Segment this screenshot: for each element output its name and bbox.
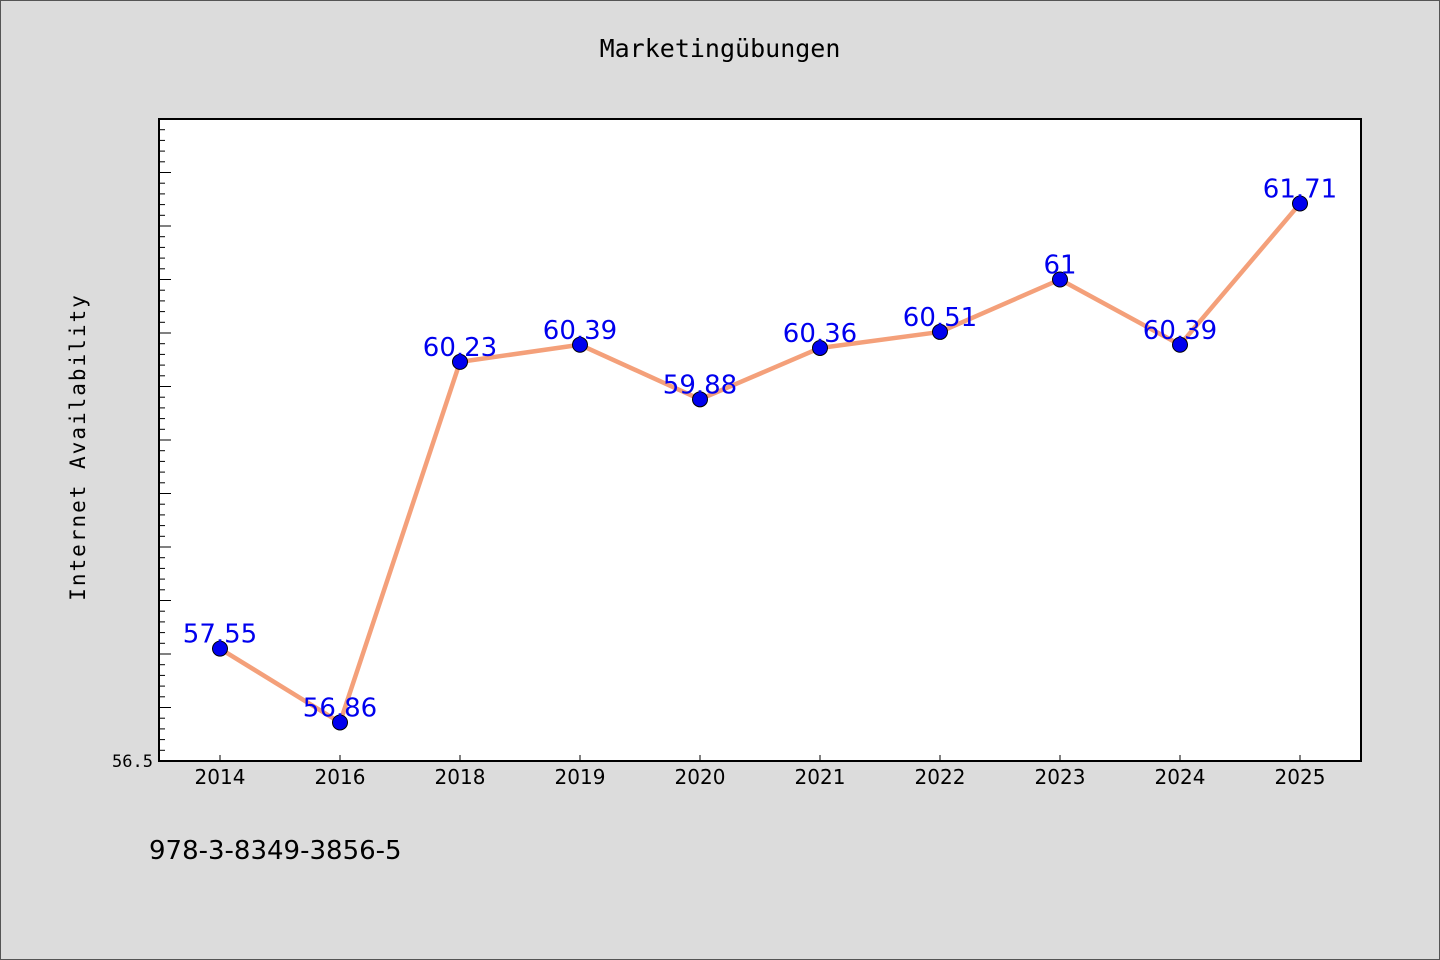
- data-markers: [212, 195, 1308, 731]
- data-point: [1172, 336, 1188, 353]
- x-axis-ticks: 2014 2016 2018 2019 2020 2021 2022 2023 2024 2025: [195, 755, 1326, 789]
- data-labels: 57.55 56.86 60.23 60.39 59.88 60.36 60.51 61 60.…: [183, 175, 1337, 724]
- data-point: [212, 640, 228, 657]
- data-label: 60.51: [903, 303, 977, 333]
- x-tick-label: 2016: [315, 765, 366, 789]
- data-label: 57.55: [183, 620, 257, 650]
- chart-title: Marketingübungen: [599, 34, 841, 63]
- data-label: 60.39: [543, 316, 617, 346]
- series-line: [217, 201, 1303, 725]
- plot-area: [158, 118, 1362, 762]
- data-point: [812, 339, 828, 356]
- x-tick-label: 2020: [675, 765, 726, 789]
- series-lines: [217, 201, 1303, 725]
- y-axis-ticks: 56.5: [112, 118, 171, 772]
- x-tick-label: 2022: [915, 765, 966, 789]
- x-tick-label: 2014: [195, 765, 246, 789]
- x-tick-label: 2023: [1035, 765, 1086, 789]
- data-label: 61.71: [1263, 175, 1337, 205]
- data-label: 59.88: [663, 370, 737, 400]
- data-point: [1292, 195, 1308, 212]
- data-point: [572, 336, 588, 353]
- isbn-text: 978-3-8349-3856-5: [149, 836, 402, 866]
- data-point: [692, 391, 708, 408]
- x-tick-label: 2024: [1155, 765, 1206, 789]
- data-point: [1052, 271, 1068, 288]
- data-label: 56.86: [303, 693, 377, 723]
- x-tick-label: 2019: [555, 765, 606, 789]
- y-tick-label: 56.5: [112, 752, 153, 772]
- data-label: 60.23: [423, 333, 497, 363]
- data-point: [932, 323, 948, 340]
- x-tick-label: 2018: [435, 765, 486, 789]
- data-label: 61: [1043, 251, 1076, 281]
- data-point: [332, 714, 348, 731]
- x-tick-label: 2021: [795, 765, 846, 789]
- x-tick-label: 2025: [1275, 765, 1326, 789]
- data-point: [452, 353, 468, 370]
- data-label: 60.36: [783, 319, 857, 349]
- data-label: 60.39: [1143, 316, 1217, 346]
